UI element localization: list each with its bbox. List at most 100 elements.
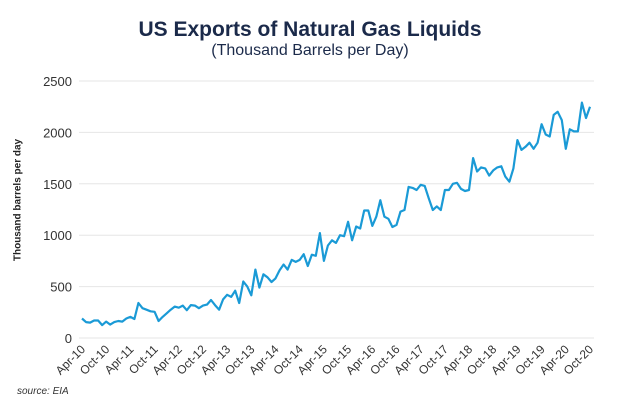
data-point bbox=[383, 216, 385, 218]
data-point bbox=[174, 306, 176, 308]
data-point bbox=[416, 189, 418, 191]
data-point bbox=[275, 277, 277, 279]
data-point bbox=[218, 309, 220, 311]
data-point bbox=[327, 244, 329, 246]
data-point bbox=[150, 310, 152, 312]
data-point bbox=[549, 136, 551, 138]
data-point bbox=[186, 309, 188, 311]
data-point bbox=[141, 307, 143, 309]
data-point bbox=[436, 205, 438, 207]
series-line bbox=[81, 101, 592, 327]
data-point bbox=[472, 157, 474, 159]
data-point bbox=[279, 269, 281, 271]
data-point bbox=[504, 176, 506, 178]
data-point bbox=[214, 304, 216, 306]
y-tick-label: 1500 bbox=[43, 177, 72, 192]
data-point bbox=[464, 190, 466, 192]
data-point bbox=[166, 312, 168, 314]
data-point bbox=[101, 324, 103, 326]
data-point bbox=[359, 228, 361, 230]
data-point bbox=[303, 253, 305, 255]
data-point bbox=[222, 298, 224, 300]
data-point bbox=[355, 225, 357, 227]
data-point bbox=[319, 232, 321, 234]
data-point bbox=[508, 181, 510, 183]
data-point bbox=[347, 221, 349, 223]
y-tick-label: 1000 bbox=[43, 228, 72, 243]
data-point bbox=[395, 224, 397, 226]
data-point bbox=[262, 273, 264, 275]
data-point bbox=[480, 166, 482, 168]
data-point bbox=[408, 186, 410, 188]
data-point bbox=[137, 302, 139, 304]
data-point bbox=[254, 269, 256, 271]
data-point bbox=[456, 182, 458, 184]
data-point bbox=[117, 320, 119, 322]
data-point bbox=[109, 324, 111, 326]
data-point bbox=[561, 119, 563, 121]
data-point bbox=[428, 197, 430, 199]
data-point bbox=[460, 188, 462, 190]
data-point bbox=[448, 189, 450, 191]
data-point bbox=[412, 187, 414, 189]
data-point bbox=[210, 299, 212, 301]
source-note: source: EIA bbox=[17, 386, 69, 397]
data-point bbox=[432, 209, 434, 211]
data-point bbox=[226, 294, 228, 296]
data-point bbox=[295, 261, 297, 263]
data-point bbox=[202, 305, 204, 307]
data-point bbox=[581, 102, 583, 104]
data-point bbox=[81, 317, 83, 319]
data-point bbox=[585, 117, 587, 119]
data-point bbox=[242, 280, 244, 282]
data-point bbox=[121, 321, 123, 323]
data-point bbox=[379, 199, 381, 201]
chart-title: US Exports of Natural Gas Liquids bbox=[138, 18, 482, 41]
data-point bbox=[315, 255, 317, 257]
data-point bbox=[178, 307, 180, 309]
data-point bbox=[444, 189, 446, 191]
data-point bbox=[335, 242, 337, 244]
data-point bbox=[524, 146, 526, 148]
y-tick-label: 2000 bbox=[43, 125, 72, 140]
data-point bbox=[299, 259, 301, 261]
data-point bbox=[553, 114, 555, 116]
data-point bbox=[363, 210, 365, 212]
data-point bbox=[146, 309, 148, 311]
data-point bbox=[198, 307, 200, 309]
data-point bbox=[452, 183, 454, 185]
data-point bbox=[234, 290, 236, 292]
data-point bbox=[307, 265, 309, 267]
data-point bbox=[154, 311, 156, 313]
data-point bbox=[565, 148, 567, 150]
data-point bbox=[512, 167, 514, 169]
data-point bbox=[97, 320, 99, 322]
data-point bbox=[440, 209, 442, 211]
data-point bbox=[291, 259, 293, 261]
data-point bbox=[270, 281, 272, 283]
data-point bbox=[569, 128, 571, 130]
data-point bbox=[424, 185, 426, 187]
data-point bbox=[488, 175, 490, 177]
data-point bbox=[311, 254, 313, 256]
data-point bbox=[476, 170, 478, 172]
data-point bbox=[387, 218, 389, 220]
y-tick-label: 0 bbox=[65, 331, 72, 346]
y-tick-label: 2500 bbox=[43, 74, 72, 89]
data-point bbox=[343, 235, 345, 237]
data-point bbox=[339, 234, 341, 236]
data-point bbox=[391, 226, 393, 228]
data-point bbox=[537, 142, 539, 144]
data-point bbox=[258, 287, 260, 289]
data-point bbox=[557, 111, 559, 113]
data-point bbox=[529, 142, 531, 144]
data-point bbox=[516, 139, 518, 141]
data-point bbox=[105, 321, 107, 323]
data-point bbox=[182, 305, 184, 307]
data-point bbox=[194, 305, 196, 307]
data-point bbox=[577, 130, 579, 132]
data-point bbox=[589, 106, 591, 108]
data-point bbox=[266, 276, 268, 278]
data-point bbox=[351, 239, 353, 241]
data-point bbox=[125, 317, 127, 319]
